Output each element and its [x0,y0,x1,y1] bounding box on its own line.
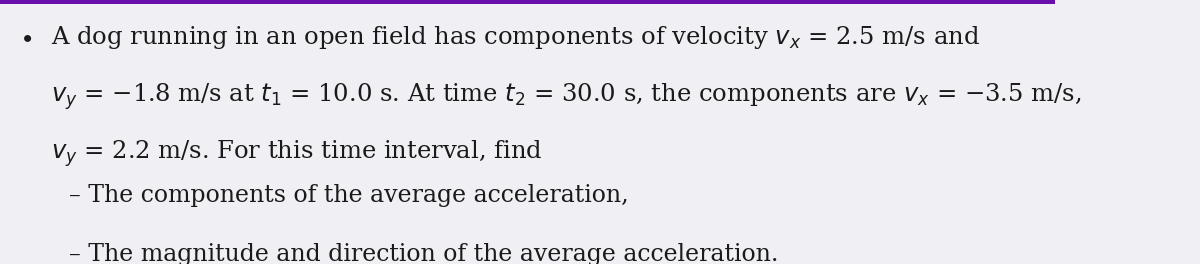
Text: $v_y$ = −1.8 m/s at $t_1$ = 10.0 s. At time $t_2$ = 30.0 s, the components are $: $v_y$ = −1.8 m/s at $t_1$ = 10.0 s. At t… [50,81,1081,112]
Text: – The components of the average acceleration,: – The components of the average accelera… [68,184,629,207]
Text: – The magnitude and direction of the average acceleration.: – The magnitude and direction of the ave… [68,243,778,264]
FancyBboxPatch shape [0,0,1055,4]
Text: $v_y$ = 2.2 m/s. For this time interval, find: $v_y$ = 2.2 m/s. For this time interval,… [50,139,542,169]
Text: $\bullet$: $\bullet$ [19,26,32,49]
Text: A dog running in an open field has components of velocity $v_x$ = 2.5 m/s and: A dog running in an open field has compo… [50,24,979,51]
